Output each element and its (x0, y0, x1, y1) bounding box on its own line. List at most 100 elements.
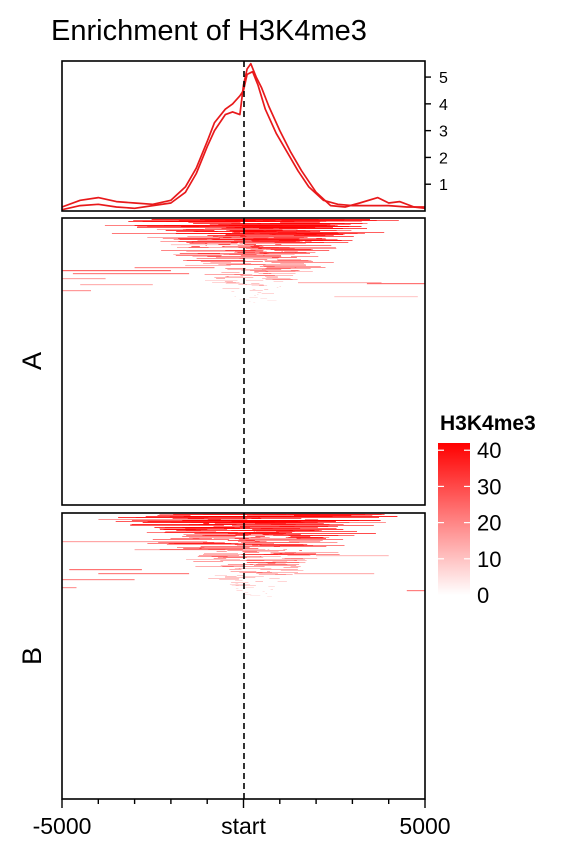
heatmap-cell (237, 521, 302, 522)
heatmap-cell (187, 236, 219, 237)
heatmap-cell (185, 229, 283, 230)
heatmap-cell (208, 578, 240, 579)
heatmap-cell (264, 260, 312, 261)
heatmap-cell (406, 590, 425, 592)
heatmap-cell (289, 530, 315, 531)
heatmap-cell (252, 289, 256, 290)
heatmap-cell (224, 281, 233, 282)
heatmap-cell (242, 551, 257, 552)
heatmap-cell (283, 567, 299, 568)
heatmap-cell (181, 226, 349, 227)
heatmap-cell (134, 225, 283, 226)
heatmap-cell (244, 594, 252, 595)
heatmap-cell (274, 242, 324, 243)
heatmap-cell (267, 549, 270, 550)
heatmap-cell (263, 534, 301, 535)
heatmap-cell (224, 528, 240, 529)
heatmap-panel-a: A (17, 217, 426, 506)
heatmap-cell (281, 251, 283, 252)
heatmap-cell (159, 528, 273, 529)
heatmap-cell (275, 574, 286, 575)
heatmap-cell (243, 592, 249, 593)
profile-frame (61, 60, 426, 212)
heatmap-cell (245, 284, 264, 285)
heatmap-cell (232, 525, 374, 526)
heatmap-cell (244, 554, 309, 555)
heatmap-cell (249, 297, 258, 298)
heatmap-cell (227, 564, 254, 565)
heatmap-cell (147, 237, 269, 238)
heatmap-cell (244, 597, 246, 598)
heatmap-cell (220, 565, 244, 566)
heatmap-cell (151, 221, 327, 222)
heatmap-cell (252, 522, 386, 523)
heatmap-cell (269, 578, 280, 579)
heatmap-cell (72, 273, 190, 275)
heatmap-cell (265, 593, 268, 594)
heatmap-cell (236, 590, 243, 591)
heatmap-cell (213, 558, 227, 559)
heatmap-cell (225, 577, 256, 578)
heatmap-cell (212, 236, 247, 237)
heatmap-cell (211, 239, 300, 240)
heatmap-cell (200, 261, 263, 262)
heatmap-cell (193, 561, 224, 562)
heatmap-cell (208, 233, 323, 234)
heatmap-cell (183, 516, 292, 517)
heatmap-cell (235, 251, 263, 252)
profile-series-2 (62, 62, 425, 211)
heatmap-cell (98, 519, 248, 520)
heatmap-cell (284, 251, 298, 252)
heatmap-cell (248, 301, 251, 302)
heatmap-cell (266, 230, 306, 231)
heatmap-cell (98, 573, 190, 575)
heatmap-cell (259, 556, 281, 557)
heatmap-cell (142, 522, 269, 523)
heatmap-cell (277, 260, 309, 261)
heatmap-cell (219, 579, 239, 580)
heatmap-cell (225, 576, 237, 577)
heatmap-cell (259, 266, 321, 267)
heatmap-cell (196, 258, 244, 259)
heatmap-cell (262, 534, 269, 535)
heatmap-cell (203, 542, 215, 543)
heatmap-cell (267, 571, 270, 572)
heatmap-cell (260, 298, 268, 299)
heatmap-cell (265, 279, 298, 280)
heatmap-cell (258, 248, 262, 249)
heatmap-cell (263, 554, 340, 555)
heatmap-cell (249, 564, 288, 565)
heatmap-cell (146, 532, 238, 533)
heatmap-cell (212, 282, 236, 283)
heatmap-cell (242, 576, 264, 577)
heatmap-cell (160, 241, 243, 242)
heatmap-cell (197, 556, 228, 557)
heatmap-cell (178, 241, 300, 242)
heatmap-cell (253, 275, 294, 276)
heatmap-cell (277, 259, 301, 260)
heatmap-cell (266, 562, 306, 563)
heatmap-cell (273, 237, 308, 238)
heatmap-cell (244, 532, 293, 533)
heatmap-cell (227, 269, 263, 270)
heatmap-cell (294, 267, 297, 268)
heatmap-cell (191, 241, 303, 242)
heatmap-cell (246, 560, 297, 561)
heatmap-cell (227, 533, 286, 534)
heatmap-cell (273, 281, 284, 282)
heatmap-cell (231, 291, 235, 292)
heatmap-cell (283, 549, 287, 550)
heatmap-cell (241, 270, 267, 271)
heatmap-cell (251, 247, 290, 248)
x-tick-label: -5000 (33, 813, 92, 839)
profile-y-axis: 1 2 3 4 5 (425, 70, 448, 194)
heatmap-cell (186, 251, 267, 252)
heatmap-cell (271, 524, 330, 525)
heatmap-cell (199, 532, 230, 533)
heatmap-cell (227, 276, 243, 277)
heatmap-cell (162, 238, 268, 239)
heatmap-cell (273, 546, 327, 547)
heatmap-cell (256, 573, 278, 574)
heatmap-cell (227, 540, 255, 541)
heatmap-cell (235, 585, 256, 586)
